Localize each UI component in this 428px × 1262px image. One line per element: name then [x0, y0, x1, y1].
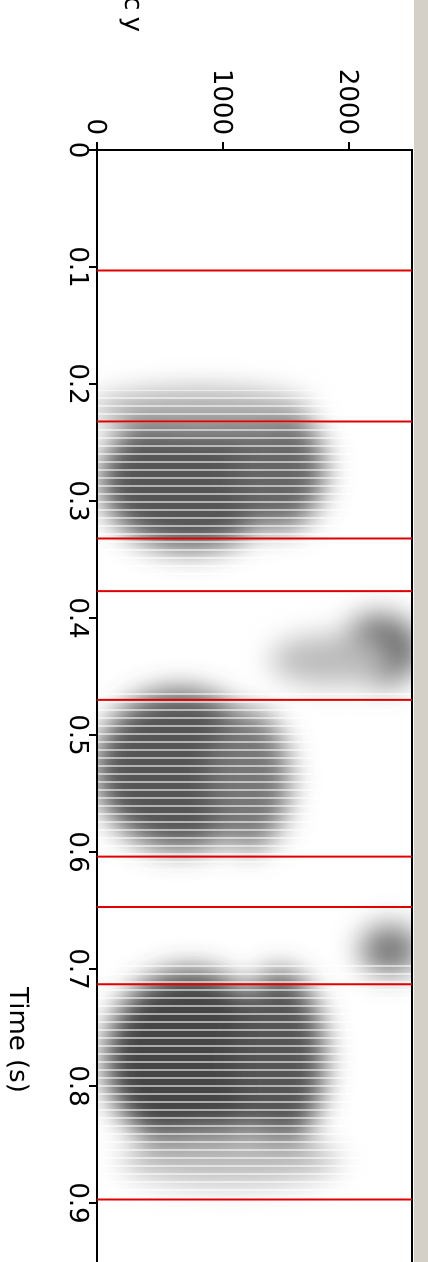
plot-frame	[96, 149, 413, 1262]
y-tick-label: 1000	[207, 69, 237, 135]
x-tick-label: 0.5	[63, 714, 93, 755]
window-border	[414, 0, 428, 1262]
x-tick-label: 0.9	[63, 1182, 93, 1223]
chart: 0 0.1 0.2 0.3 0.4 0.5 0.6 0.7 0.8 0.9 0 1000 2000 Tim…	[3, 0, 412, 1224]
y-axis-label: Frequency	[118, 0, 148, 38]
y-tick-label: 0	[81, 118, 111, 135]
spectrogram-image	[97, 390, 412, 1200]
x-tick-label: 0.3	[63, 480, 93, 521]
x-tick-label: 0.4	[63, 597, 93, 638]
x-tick-label: 0.6	[63, 831, 93, 872]
x-tick-label: 0.2	[63, 363, 93, 404]
y-tick-label: 2000	[333, 69, 363, 135]
x-tick-label: 0.7	[63, 948, 93, 989]
x-tick-label: 0.8	[63, 1065, 93, 1106]
x-tick-label: 0.1	[63, 246, 93, 287]
x-axis-label: Time (s)	[3, 986, 33, 1093]
x-tick-label: 0	[63, 142, 93, 159]
